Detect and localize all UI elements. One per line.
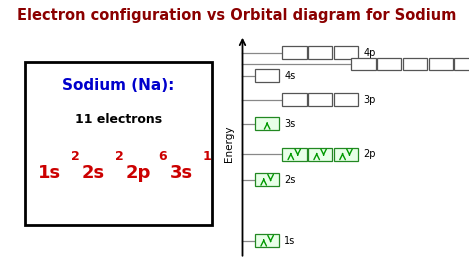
Text: 1s: 1s: [284, 236, 296, 246]
Text: 4p: 4p: [363, 48, 376, 58]
Text: 1: 1: [203, 150, 211, 163]
Text: 6: 6: [159, 150, 167, 163]
Text: 3s: 3s: [170, 164, 193, 182]
Text: 2: 2: [71, 150, 79, 163]
Text: 2s: 2s: [284, 175, 296, 185]
Bar: [428, 58, 453, 70]
Bar: [403, 58, 428, 70]
Bar: [334, 93, 358, 106]
Text: 3s: 3s: [284, 119, 296, 129]
Bar: [282, 46, 307, 59]
Bar: [308, 93, 332, 106]
Bar: [255, 118, 280, 130]
Text: 2s: 2s: [82, 164, 105, 182]
Bar: [334, 148, 358, 161]
Text: Electron configuration vs Orbital diagram for Sodium: Electron configuration vs Orbital diagra…: [18, 8, 456, 23]
Text: 3p: 3p: [363, 95, 376, 105]
Text: 11 electrons: 11 electrons: [75, 113, 162, 126]
Bar: [455, 58, 474, 70]
Bar: [255, 174, 280, 186]
Bar: [282, 148, 307, 161]
Bar: [351, 58, 375, 70]
Text: 1s: 1s: [38, 164, 61, 182]
Text: 2p: 2p: [126, 164, 151, 182]
Text: Energy: Energy: [224, 126, 234, 162]
Bar: [255, 234, 280, 247]
Bar: [334, 46, 358, 59]
Bar: [25, 62, 212, 225]
Text: 2: 2: [115, 150, 123, 163]
Bar: [255, 69, 280, 82]
Bar: [308, 148, 332, 161]
Text: Sodium (Na):: Sodium (Na):: [62, 78, 175, 94]
Text: 2p: 2p: [363, 149, 376, 159]
Text: 4s: 4s: [284, 70, 296, 81]
Bar: [308, 46, 332, 59]
Bar: [377, 58, 401, 70]
Bar: [282, 93, 307, 106]
